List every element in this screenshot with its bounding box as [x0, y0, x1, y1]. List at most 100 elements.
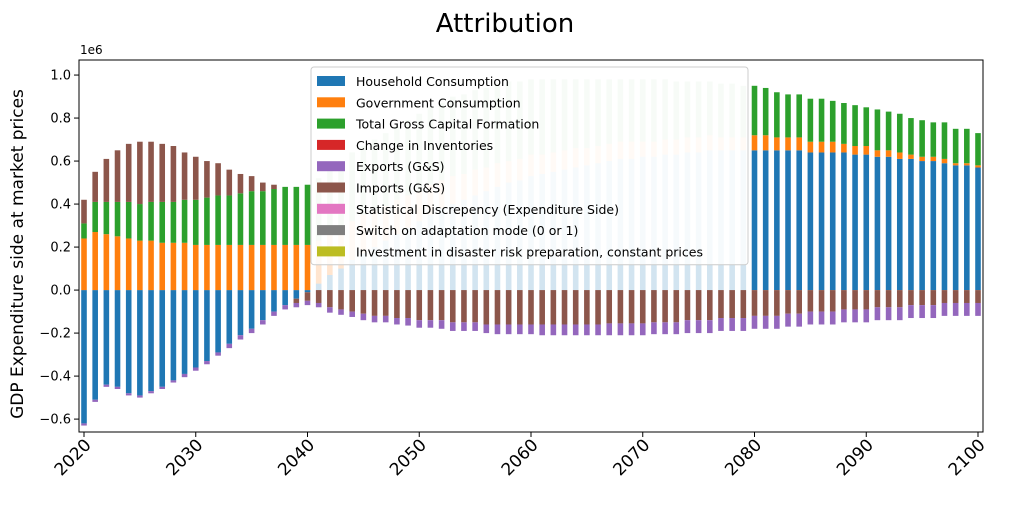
bar-segment-gcf-2034 — [237, 193, 244, 245]
bar-segment-gcf-2080 — [751, 85, 758, 136]
bar-segment-exp-2100 — [975, 302, 981, 316]
bar-segment-exp-2091 — [874, 307, 881, 321]
bar-segment-exp-2048 — [394, 318, 400, 325]
bar-2034 — [237, 173, 244, 340]
legend-swatch — [317, 76, 345, 86]
bar-segment-imp-2071 — [651, 290, 657, 323]
bar-segment-hh-2098 — [952, 165, 959, 291]
bar-segment-gov-2089 — [852, 146, 858, 155]
y-tick-label: 0.0 — [50, 284, 71, 299]
legend-swatch — [317, 97, 345, 108]
bar-segment-imp-2085 — [807, 290, 814, 312]
bar-segment-hh-2030 — [192, 290, 199, 368]
bar-segment-exp-2095 — [919, 305, 925, 319]
bar-segment-imp-2072 — [662, 290, 668, 323]
bar-segment-exp-2059 — [517, 324, 523, 335]
bar-segment-imp-2033 — [226, 169, 233, 196]
bar-segment-exp-2038 — [282, 305, 288, 310]
bar-segment-hh-2094 — [908, 158, 914, 291]
bar-segment-hh-2033 — [226, 290, 233, 344]
bar-2091 — [874, 109, 881, 321]
bar-2088 — [841, 103, 847, 323]
bar-segment-exp-2075 — [695, 320, 702, 334]
bar-segment-imp-2074 — [684, 290, 691, 321]
bar-segment-exp-2068 — [617, 323, 624, 336]
legend-swatch — [317, 203, 345, 214]
bar-segment-imp-2032 — [215, 163, 221, 196]
bar-segment-imp-2088 — [841, 290, 847, 310]
legend-entry-label: Investment in disaster risk preparation,… — [356, 244, 703, 259]
bar-segment-hh-2021 — [92, 290, 98, 400]
bar-segment-hh-2032 — [215, 290, 221, 353]
bar-segment-exp-2054 — [461, 322, 467, 331]
bar-segment-imp-2095 — [919, 290, 925, 306]
bar-segment-imp-2062 — [550, 290, 557, 325]
bar-segment-imp-2063 — [561, 290, 568, 325]
bar-segment-gov-2096 — [930, 156, 937, 162]
bar-segment-gov-2086 — [818, 141, 825, 153]
bar-segment-hh-2081 — [762, 150, 769, 291]
bar-segment-hh-2085 — [807, 152, 814, 291]
bar-segment-gov-2035 — [248, 244, 255, 291]
bar-segment-exp-2026 — [148, 391, 154, 394]
bar-segment-exp-2025 — [137, 395, 143, 398]
bar-2022 — [103, 158, 110, 387]
bar-segment-gcf-2093 — [896, 113, 903, 153]
bar-segment-hh-2027 — [159, 290, 166, 387]
bar-segment-hh-2023 — [114, 290, 121, 387]
bar-segment-imp-2054 — [461, 290, 467, 323]
bar-segment-imp-2045 — [360, 290, 367, 314]
bar-segment-gov-2024 — [125, 238, 132, 291]
bar-segment-gcf-2026 — [148, 201, 154, 241]
x-tick-label: 2070 — [610, 435, 655, 480]
y-axis-label: GDP Expenditure side at market prices — [8, 89, 28, 419]
bar-segment-hh-2044 — [349, 259, 355, 291]
bar-segment-imp-2042 — [327, 290, 333, 308]
x-tick-label: 2080 — [721, 435, 766, 480]
bar-segment-imp-2082 — [774, 290, 780, 316]
bar-segment-exp-2027 — [159, 386, 166, 389]
bar-segment-gcf-2040 — [304, 184, 311, 245]
bar-segment-gov-2094 — [908, 154, 914, 159]
bar-segment-hh-2091 — [874, 156, 881, 291]
legend-box — [310, 66, 749, 266]
bar-segment-imp-2047 — [382, 290, 389, 316]
x-tick-label: 2020 — [51, 435, 96, 480]
bar-segment-exp-2032 — [215, 352, 221, 356]
bar-segment-imp-2079 — [740, 290, 747, 319]
y-tick-label: −0.4 — [39, 370, 71, 385]
bar-segment-imp-2098 — [952, 290, 959, 303]
legend-entry-label: Total Gross Capital Formation — [355, 117, 539, 132]
bar-segment-exp-2044 — [349, 311, 355, 317]
bar-segment-exp-2053 — [449, 322, 456, 331]
bar-segment-gov-2031 — [204, 244, 210, 291]
bar-2082 — [774, 92, 780, 329]
bar-segment-imp-2024 — [125, 143, 132, 202]
bar-segment-gcf-2025 — [137, 204, 143, 241]
bar-2098 — [952, 128, 959, 316]
bar-segment-hh-2039 — [293, 290, 300, 299]
x-tick-label: 2050 — [386, 435, 431, 480]
bar-segment-imp-2048 — [394, 290, 400, 319]
legend-entry-label: Statistical Discrepency (Expenditure Sid… — [356, 202, 619, 217]
bar-segment-imp-2070 — [639, 290, 646, 324]
bar-segment-exp-2034 — [237, 335, 244, 340]
bar-segment-gcf-2098 — [952, 128, 959, 164]
bar-segment-imp-2093 — [896, 290, 903, 308]
bar-segment-imp-2059 — [517, 290, 523, 325]
y-tick-label: 0.4 — [50, 198, 71, 213]
bar-segment-imp-2076 — [707, 290, 713, 321]
bar-segment-gov-2088 — [841, 143, 847, 153]
bar-segment-exp-2024 — [125, 393, 132, 396]
bar-segment-hh-2096 — [930, 161, 937, 291]
bar-segment-imp-2026 — [148, 141, 154, 202]
bar-segment-imp-2041 — [315, 290, 322, 303]
bar-segment-exp-2051 — [427, 320, 434, 328]
bar-segment-gov-2091 — [874, 150, 881, 157]
bar-segment-gov-2099 — [964, 163, 970, 166]
legend-entry-label: Imports (G&S) — [356, 181, 445, 196]
bar-segment-gcf-2088 — [841, 103, 847, 144]
bar-segment-gov-2085 — [807, 141, 814, 153]
bar-segment-hh-2035 — [248, 290, 255, 329]
